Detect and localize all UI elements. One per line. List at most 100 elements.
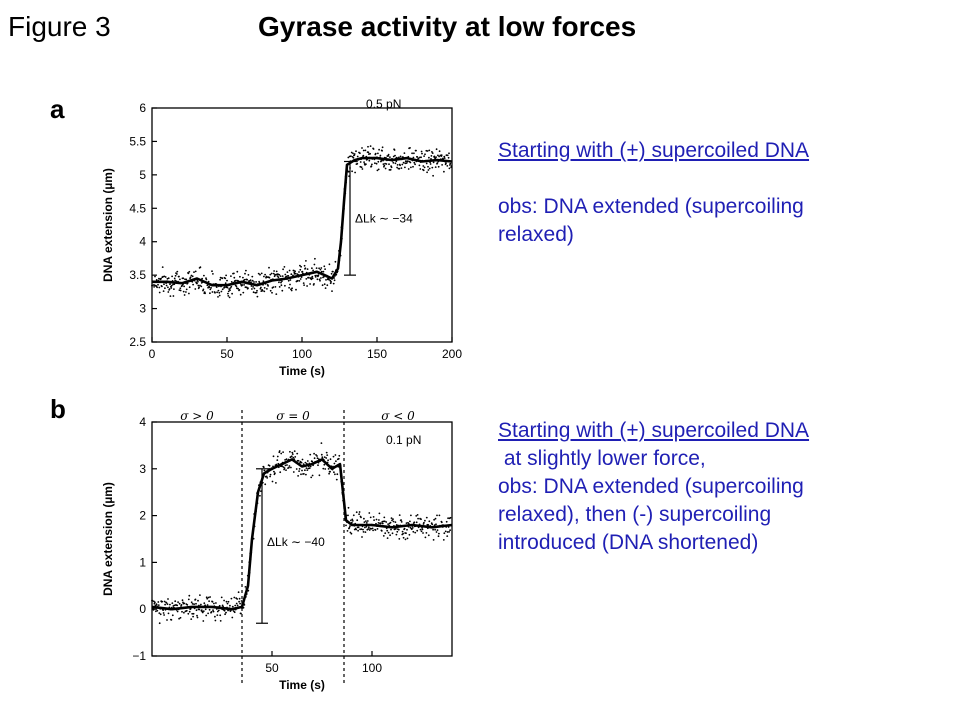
- data-point: [316, 455, 318, 457]
- data-point: [281, 275, 284, 277]
- x-axis-title: Time (s): [279, 678, 325, 692]
- data-point: [424, 536, 427, 539]
- data-point: [450, 165, 453, 167]
- delta-lk-label: ΔLk ∼ −40: [267, 535, 325, 549]
- data-point: [233, 596, 236, 599]
- data-point: [432, 161, 435, 164]
- force-label: 0.1 pN: [386, 433, 421, 447]
- data-point: [181, 599, 184, 602]
- data-point: [393, 149, 396, 151]
- data-point: [335, 478, 338, 481]
- data-point: [154, 275, 156, 278]
- data-point: [370, 527, 373, 530]
- data-point: [297, 475, 299, 477]
- data-point: [399, 164, 401, 167]
- data-point: [437, 165, 440, 168]
- data-point: [224, 613, 227, 616]
- caption-line: obs: DNA extended (supercoiling: [498, 475, 804, 498]
- data-point: [305, 473, 307, 476]
- data-point: [369, 516, 372, 519]
- data-point: [308, 467, 311, 470]
- data-point: [287, 275, 290, 277]
- data-point: [200, 285, 203, 288]
- data-point: [278, 281, 280, 284]
- data-point: [361, 536, 363, 538]
- data-point: [436, 514, 438, 517]
- data-point: [432, 528, 434, 531]
- data-point: [243, 284, 246, 286]
- data-point: [436, 162, 439, 164]
- data-point: [407, 160, 409, 163]
- data-point: [443, 170, 445, 173]
- data-point: [279, 471, 282, 474]
- data-point: [211, 600, 214, 603]
- data-point: [323, 265, 326, 268]
- data-point: [307, 467, 310, 470]
- data-point: [289, 279, 292, 281]
- data-point: [418, 164, 421, 167]
- data-point: [182, 277, 185, 280]
- y-axis-title: DNA extension (µm): [101, 168, 115, 282]
- data-point: [401, 163, 404, 166]
- data-point: [176, 273, 178, 275]
- data-point: [292, 471, 295, 473]
- data-point: [245, 286, 248, 289]
- data-point: [417, 517, 419, 520]
- data-point: [265, 475, 268, 478]
- data-point: [199, 594, 201, 596]
- data-point: [391, 532, 394, 535]
- panel-b-letter: b: [50, 394, 66, 424]
- data-point: [277, 276, 280, 279]
- data-point: [197, 599, 199, 602]
- data-point: [162, 609, 165, 611]
- data-point: [206, 604, 209, 606]
- data-point: [281, 280, 283, 282]
- data-point: [333, 462, 336, 465]
- data-point: [255, 291, 258, 294]
- data-point: [224, 286, 226, 289]
- data-point: [321, 284, 324, 287]
- data-point: [179, 278, 181, 281]
- data-point: [183, 602, 186, 605]
- data-point: [170, 284, 173, 287]
- data-point: [256, 289, 258, 292]
- data-point: [422, 532, 424, 534]
- data-point: [377, 152, 379, 155]
- data-point: [214, 619, 217, 622]
- data-point: [325, 451, 328, 454]
- data-point: [165, 602, 168, 604]
- data-point: [286, 464, 288, 466]
- data-point: [367, 145, 369, 148]
- data-point: [392, 518, 394, 520]
- data-point: [318, 267, 320, 270]
- data-point: [188, 594, 191, 597]
- data-point: [350, 151, 353, 154]
- data-point: [284, 459, 286, 461]
- data-point: [367, 528, 370, 530]
- caption-line: relaxed): [498, 223, 574, 246]
- data-point: [426, 171, 428, 174]
- data-point: [282, 451, 284, 453]
- data-point: [271, 291, 273, 294]
- y-tick-label: 5: [139, 168, 146, 182]
- data-point: [316, 457, 319, 460]
- data-point: [351, 520, 354, 522]
- data-point: [284, 273, 287, 276]
- data-point: [280, 281, 282, 284]
- data-point: [349, 525, 351, 528]
- data-point: [443, 157, 446, 160]
- data-point: [324, 468, 327, 470]
- data-point: [259, 494, 261, 497]
- data-point: [363, 161, 365, 164]
- data-point: [291, 287, 293, 290]
- data-point: [264, 273, 266, 276]
- data-point: [281, 465, 284, 468]
- data-point: [167, 291, 170, 293]
- data-point: [442, 539, 445, 541]
- data-point: [238, 597, 241, 600]
- data-point: [438, 155, 440, 158]
- data-point: [358, 511, 361, 513]
- data-point: [166, 619, 168, 621]
- data-point: [251, 288, 253, 290]
- data-point: [220, 290, 223, 293]
